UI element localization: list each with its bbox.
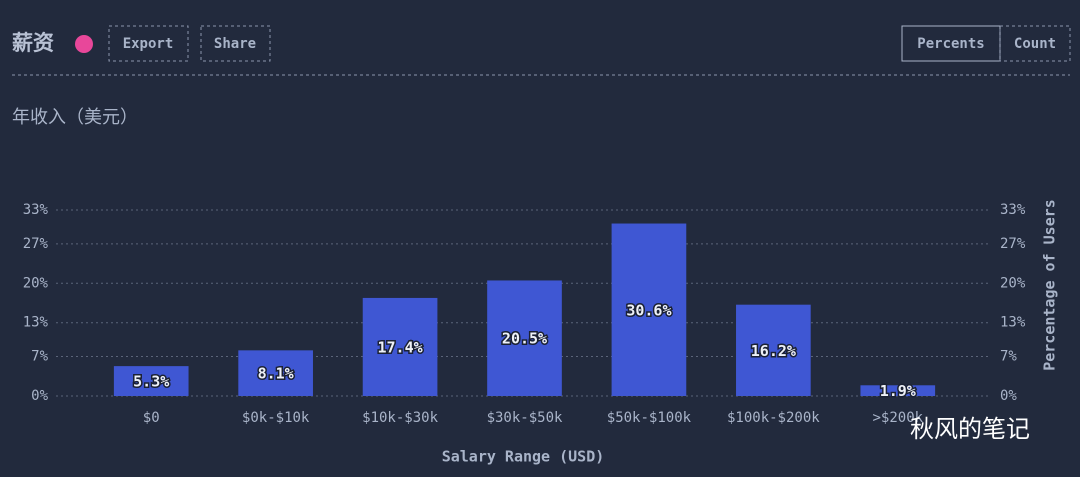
y2-tick-label: 7%	[1000, 349, 1017, 365]
x-axis-label: Salary Range (USD)	[442, 448, 605, 466]
y2-tick-label: 20%	[1000, 275, 1026, 291]
y2-axis-label: Percentage of Users	[1041, 199, 1059, 371]
bar	[238, 350, 313, 396]
value-label: 30.6%	[626, 301, 671, 319]
value-label: 16.2%	[751, 342, 796, 360]
value-label: 17.4%	[377, 338, 422, 356]
x-tick-label: $0	[143, 410, 160, 426]
export-button[interactable]	[108, 25, 189, 62]
y-tick-label: 7%	[31, 349, 48, 365]
x-tick-label: $10k-$30k	[362, 410, 438, 426]
percents-label[interactable]: Percents	[917, 36, 984, 52]
y-tick-label: 33%	[23, 202, 49, 218]
pie-icon	[75, 35, 93, 53]
bar	[736, 304, 811, 396]
y2-tick-label: 33%	[1000, 202, 1026, 218]
x-tick-label: $100k-$200k	[727, 410, 820, 426]
value-label: 1.9%	[880, 382, 916, 400]
count-label[interactable]: Count	[1014, 36, 1056, 52]
y-tick-label: 13%	[23, 315, 49, 331]
watermark: 秋风的笔记	[910, 415, 1030, 443]
share-button[interactable]	[200, 25, 271, 62]
value-label: 8.1%	[258, 365, 294, 383]
bar	[611, 223, 687, 396]
bar	[487, 280, 562, 396]
x-tick-label: $50k-$100k	[607, 410, 692, 426]
y-tick-label: 27%	[23, 236, 49, 252]
value-label: 20.5%	[502, 330, 547, 348]
bar	[113, 366, 189, 396]
x-tick-label: $30k-$50k	[487, 410, 563, 426]
bar	[860, 385, 936, 396]
value-label: 5.3%	[133, 373, 169, 391]
y-tick-label: 0%	[31, 388, 48, 404]
x-tick-label: >$200k	[872, 410, 923, 426]
header-title: 薪资	[12, 31, 54, 55]
y2-tick-label: 27%	[1000, 236, 1026, 252]
count-button[interactable]	[999, 25, 1071, 62]
x-tick-label: $0k-$10k	[242, 410, 310, 426]
export-label[interactable]: Export	[123, 36, 174, 52]
share-label[interactable]: Share	[214, 36, 256, 52]
chart-title: 年收入（美元）	[12, 107, 138, 128]
bar	[362, 297, 438, 396]
y2-tick-label: 0%	[1000, 388, 1017, 404]
y2-tick-label: 13%	[1000, 315, 1026, 331]
y-tick-label: 20%	[23, 275, 49, 291]
